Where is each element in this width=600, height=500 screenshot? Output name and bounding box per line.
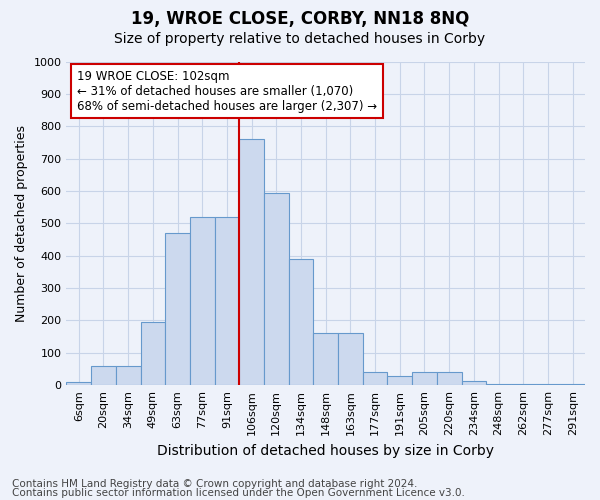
Bar bbox=[437, 372, 461, 385]
Bar bbox=[215, 217, 239, 385]
Text: Size of property relative to detached houses in Corby: Size of property relative to detached ho… bbox=[115, 32, 485, 46]
Y-axis label: Number of detached properties: Number of detached properties bbox=[15, 125, 28, 322]
Bar bbox=[412, 372, 437, 385]
Bar bbox=[338, 334, 363, 385]
Bar bbox=[388, 376, 412, 385]
Bar bbox=[67, 382, 91, 385]
Bar bbox=[91, 366, 116, 385]
Bar bbox=[363, 372, 388, 385]
Bar bbox=[264, 192, 289, 385]
Bar bbox=[140, 322, 165, 385]
Text: Contains HM Land Registry data © Crown copyright and database right 2024.: Contains HM Land Registry data © Crown c… bbox=[12, 479, 418, 489]
Bar bbox=[116, 366, 140, 385]
Bar bbox=[486, 384, 511, 385]
Bar bbox=[560, 384, 585, 385]
Bar bbox=[165, 233, 190, 385]
Bar bbox=[536, 384, 560, 385]
Text: 19 WROE CLOSE: 102sqm
← 31% of detached houses are smaller (1,070)
68% of semi-d: 19 WROE CLOSE: 102sqm ← 31% of detached … bbox=[77, 70, 377, 112]
Text: Contains public sector information licensed under the Open Government Licence v3: Contains public sector information licen… bbox=[12, 488, 465, 498]
Bar bbox=[461, 381, 486, 385]
X-axis label: Distribution of detached houses by size in Corby: Distribution of detached houses by size … bbox=[157, 444, 494, 458]
Bar bbox=[190, 217, 215, 385]
Bar bbox=[239, 139, 264, 385]
Bar bbox=[511, 384, 536, 385]
Bar bbox=[289, 259, 313, 385]
Text: 19, WROE CLOSE, CORBY, NN18 8NQ: 19, WROE CLOSE, CORBY, NN18 8NQ bbox=[131, 10, 469, 28]
Bar bbox=[313, 334, 338, 385]
